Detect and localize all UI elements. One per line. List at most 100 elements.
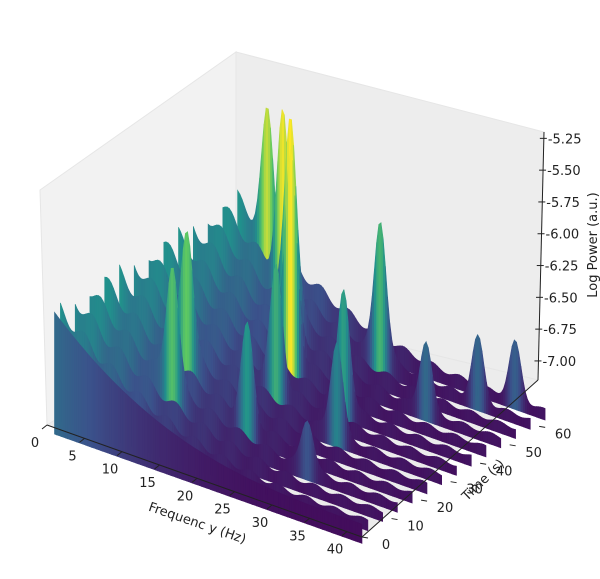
surface-facet	[354, 470, 358, 485]
surface-facet	[351, 457, 355, 469]
front-facet	[155, 419, 158, 472]
surface-facet	[443, 415, 447, 429]
surface-facet	[394, 443, 398, 455]
surface-facet	[446, 432, 450, 445]
surface-facet	[389, 483, 393, 497]
front-facet	[131, 398, 134, 463]
surface-facet	[382, 407, 386, 422]
surface-facet	[318, 419, 322, 443]
surface-facet	[380, 468, 384, 479]
surface-facet	[412, 464, 416, 476]
y-tick-mark	[450, 481, 457, 484]
surface-facet	[411, 420, 414, 432]
surface-facet	[245, 434, 249, 460]
surface-facet	[406, 416, 410, 431]
surface-facet	[373, 506, 377, 520]
y-tick-mark	[361, 536, 369, 539]
surface-facet	[283, 418, 287, 445]
surface-facet	[363, 409, 367, 430]
surface-facet	[511, 339, 515, 410]
front-facet	[300, 501, 304, 523]
front-facet	[133, 400, 137, 464]
surface-facet	[390, 373, 393, 396]
surface-facet	[381, 480, 384, 494]
surface-facet	[459, 453, 463, 464]
x-tick-mark	[304, 517, 310, 523]
surface-facet	[442, 444, 446, 458]
surface-facet	[359, 377, 363, 400]
surface-facet	[370, 492, 374, 505]
surface-facet	[384, 469, 388, 481]
surface-facet	[378, 467, 382, 478]
surface-facet	[468, 441, 472, 452]
surface-facet	[323, 444, 327, 459]
front-facet	[56, 314, 60, 437]
surface-facet	[351, 500, 355, 512]
y-tick-mark	[539, 425, 546, 428]
front-facet	[225, 466, 229, 497]
x-tick-mark	[79, 437, 85, 443]
surface-facet	[395, 470, 399, 485]
surface-facet	[451, 404, 455, 418]
surface-facet	[398, 359, 402, 384]
surface-facet	[450, 432, 454, 446]
surface-facet	[416, 449, 420, 463]
surface-facet	[385, 371, 389, 394]
surface-facet	[388, 499, 392, 511]
surface-facet	[384, 388, 387, 408]
surface-facet	[434, 456, 438, 469]
surface-facet	[407, 490, 411, 503]
surface-facet	[381, 386, 385, 407]
x-tick: 0	[31, 424, 48, 451]
front-facet	[258, 483, 262, 508]
surface-facet	[388, 438, 391, 453]
front-facet	[186, 442, 189, 483]
surface-facet	[388, 456, 392, 468]
surface-facet	[446, 385, 450, 401]
surface-facet	[345, 300, 349, 423]
front-facet	[120, 387, 123, 459]
surface-facet	[376, 224, 380, 376]
surface-facet	[446, 445, 450, 459]
surface-facet	[418, 434, 422, 449]
surface-facet	[349, 455, 353, 468]
surface-facet	[386, 455, 390, 467]
surface-facet	[377, 492, 381, 507]
front-facet	[89, 355, 93, 448]
surface-facet	[359, 425, 363, 443]
surface-facet	[415, 357, 419, 376]
surface-facet	[404, 346, 408, 372]
surface-facet	[332, 446, 336, 462]
surface-facet	[380, 222, 384, 378]
surface-facet	[303, 482, 307, 495]
surface-facet	[343, 469, 347, 481]
surface-facet	[423, 340, 427, 422]
z-tick-label: -5.25	[548, 132, 582, 147]
surface-facet	[421, 421, 425, 436]
front-facet	[58, 317, 62, 437]
surface-facet	[451, 464, 455, 476]
surface-facet	[345, 470, 349, 481]
front-facet	[139, 406, 143, 466]
surface-facet	[457, 452, 461, 463]
surface-facet	[449, 463, 453, 475]
x-tick-mark	[191, 477, 198, 483]
surface-facet	[440, 398, 444, 414]
surface-facet	[296, 409, 300, 435]
x-tick: 30	[252, 504, 273, 531]
surface-facet	[378, 422, 382, 435]
surface-facet	[364, 446, 368, 459]
surface-facet	[322, 413, 326, 444]
surface-facet	[506, 424, 510, 437]
surface-facet	[483, 444, 487, 458]
surface-facet	[350, 470, 354, 483]
z-axis-label: Log Power (a.u.)	[586, 192, 600, 297]
surface-facet	[475, 334, 478, 412]
surface-facet	[408, 350, 412, 373]
surface-facet	[404, 368, 408, 387]
front-facet	[275, 491, 279, 515]
front-facet	[315, 506, 319, 529]
y-tick-label: 50	[525, 446, 542, 461]
front-facet	[330, 512, 334, 534]
front-facet	[339, 515, 343, 537]
